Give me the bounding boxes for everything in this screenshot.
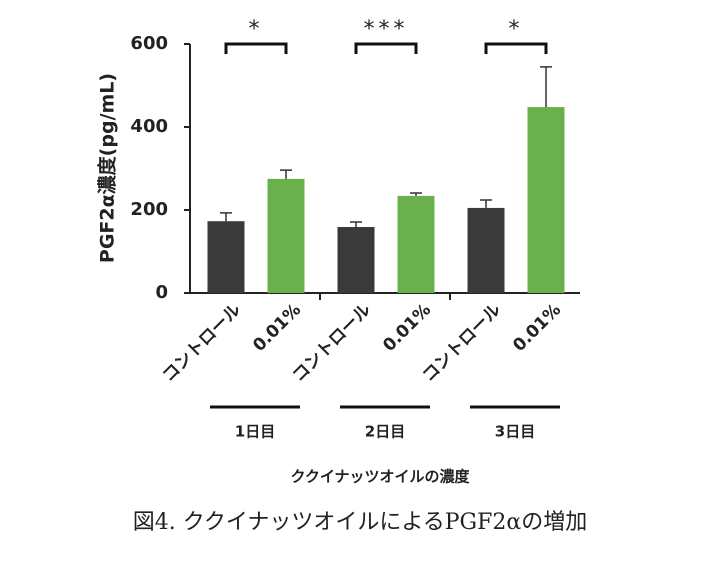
bar — [527, 107, 565, 293]
bar — [397, 195, 435, 293]
x-tick-label: 0.01% — [509, 300, 565, 356]
significance-label: *** — [364, 17, 409, 42]
group-label: 3日目 — [495, 423, 535, 441]
significance-bracket — [224, 42, 288, 54]
significance-bracket — [354, 42, 418, 54]
significance-label: * — [249, 17, 264, 42]
group-label: 2日目 — [365, 423, 405, 441]
y-tick-label: 600 — [130, 33, 168, 54]
x-tick-label: コントロール — [159, 300, 245, 386]
bar — [207, 221, 245, 293]
y-tick-label: 200 — [130, 199, 168, 220]
error-bar — [480, 199, 492, 208]
error-bar — [220, 212, 232, 222]
x-tick-label: 0.01% — [249, 300, 305, 356]
y-tick-label: 0 — [155, 282, 168, 303]
bar — [267, 178, 305, 293]
error-bar — [540, 66, 552, 108]
bar — [337, 227, 375, 293]
significance-label: * — [509, 17, 524, 42]
error-bar — [410, 192, 422, 196]
x-tick-label: 0.01% — [379, 300, 435, 356]
y-tick-label: 400 — [130, 116, 168, 137]
error-bar — [280, 169, 292, 179]
caption: 図4. ククイナッツオイルによるPGF2αの増加 — [133, 510, 588, 535]
x-axis-label: ククイナッツオイルの濃度 — [290, 468, 470, 486]
significance-bracket — [484, 42, 548, 54]
group-label: 1日目 — [235, 423, 275, 441]
bar — [467, 207, 505, 293]
y-axis-label: PGF2α濃度(pg/mL) — [96, 73, 119, 263]
error-bar — [350, 221, 362, 228]
